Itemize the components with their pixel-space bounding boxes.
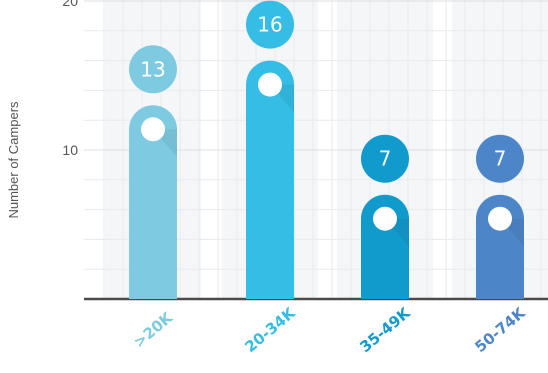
value-bubble xyxy=(476,134,524,183)
bar xyxy=(361,194,409,299)
bar xyxy=(246,60,294,299)
bar xyxy=(129,105,177,299)
bar-dot xyxy=(373,206,397,231)
bar-dot xyxy=(258,72,282,97)
bar xyxy=(476,194,524,299)
bar-dot xyxy=(141,117,165,142)
bar-dot xyxy=(488,206,512,231)
y-axis-label: Number of Campers xyxy=(6,101,21,219)
x-tick-label: 20-34K xyxy=(241,303,299,356)
x-tick-label: 50-74K xyxy=(471,303,529,356)
value-bubble xyxy=(129,45,177,94)
data-label: 16 xyxy=(257,13,282,37)
value-bubble xyxy=(246,0,294,49)
x-tick-label: >20K xyxy=(130,308,177,352)
bars xyxy=(129,0,524,299)
data-label: 7 xyxy=(494,147,507,171)
data-label: 13 xyxy=(140,57,165,81)
value-bubble xyxy=(361,134,409,183)
x-tick-label: 35-49K xyxy=(356,303,414,356)
y-tick-label: 10 xyxy=(62,142,78,158)
y-tick-label: 20 xyxy=(62,0,78,9)
data-label: 7 xyxy=(379,147,392,171)
